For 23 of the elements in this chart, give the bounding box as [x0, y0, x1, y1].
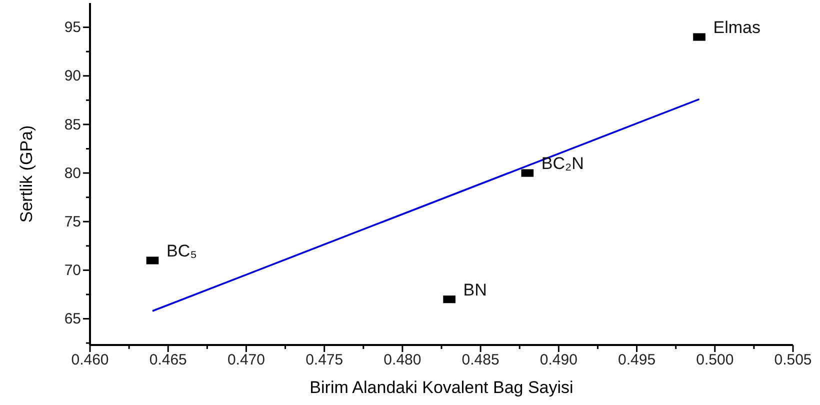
x-axis-title: Birim Alandaki Kovalent Bag Sayisi [310, 378, 574, 397]
y-tick-label: 75 [64, 213, 81, 230]
x-tick-label: 0.490 [540, 352, 578, 369]
annotation: Elmas [713, 18, 760, 38]
x-tick-label: 0.485 [462, 352, 500, 369]
annotation: BC₅ [166, 241, 197, 260]
y-tick-label: 85 [64, 116, 81, 134]
x-tick-label: 0.470 [227, 352, 265, 369]
x-tick-label: 0.500 [696, 352, 734, 369]
y-tick-label: 70 [64, 262, 81, 279]
x-tick-label: 0.460 [71, 352, 109, 369]
annotation: BC₂N [541, 154, 584, 174]
y-tick-label: 95 [64, 19, 81, 36]
y-tick-label: 80 [64, 164, 81, 182]
x-tick-label: 0.475 [306, 352, 344, 369]
y-tick-label: 65 [64, 310, 81, 328]
x-tick-label: 0.505 [774, 352, 812, 369]
annotation: BN [463, 280, 487, 300]
y-axis-title: Sertlik (GPa) [17, 125, 36, 223]
x-tick-label: 0.480 [384, 352, 422, 369]
x-tick-label: 0.465 [149, 352, 187, 369]
y-tick-label: 90 [64, 68, 81, 85]
x-tick-label: 0.495 [618, 352, 656, 369]
